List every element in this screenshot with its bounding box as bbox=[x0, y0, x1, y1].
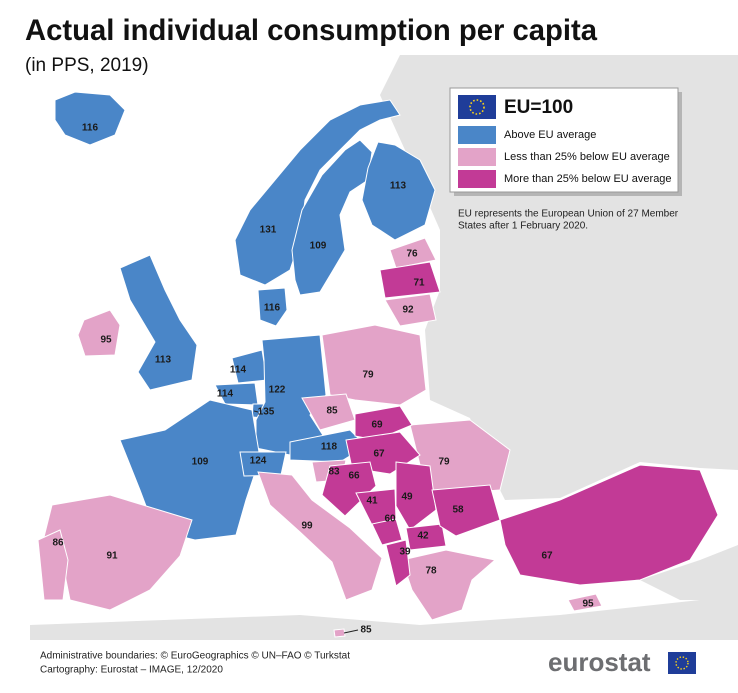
country-value: 91 bbox=[106, 551, 118, 562]
country-value: 60 bbox=[384, 514, 396, 525]
country-value: 122 bbox=[269, 385, 286, 396]
title: Actual individual consumption per capita bbox=[25, 14, 597, 47]
country bbox=[379, 261, 441, 299]
country-value: 135 bbox=[258, 407, 275, 418]
country-value: 78 bbox=[425, 566, 437, 577]
legend: EU=100 Above EU average Less than 25% bel… bbox=[449, 87, 682, 196]
eu-stars bbox=[469, 99, 485, 115]
legend-title: EU=100 bbox=[504, 97, 573, 118]
country-value: 85 bbox=[360, 625, 372, 636]
country-value: 116 bbox=[82, 123, 99, 134]
country bbox=[361, 141, 436, 241]
country-value: 113 bbox=[155, 355, 172, 366]
country-value: 131 bbox=[260, 225, 277, 236]
country bbox=[257, 287, 288, 327]
logo-text: eurostat bbox=[548, 647, 651, 677]
country-value: 95 bbox=[582, 599, 594, 610]
country-value: 66 bbox=[348, 471, 360, 482]
country-value: 114 bbox=[217, 389, 234, 400]
country bbox=[431, 484, 501, 537]
legend-label: Above EU average bbox=[504, 129, 596, 141]
country-value: 109 bbox=[310, 241, 327, 252]
legend-label: Less than 25% below EU average bbox=[504, 151, 670, 163]
country-value: 58 bbox=[452, 505, 464, 516]
country-value: 113 bbox=[390, 181, 407, 192]
country bbox=[384, 293, 437, 327]
country-value: 86 bbox=[52, 538, 64, 549]
country-value: 76 bbox=[406, 249, 418, 260]
country bbox=[389, 237, 437, 269]
land-southeast bbox=[640, 545, 738, 600]
value-labels: 116 131 109 113 116 113 114 114 135 122 109 124 118 7… bbox=[52, 123, 594, 636]
country-value: 69 bbox=[371, 420, 383, 431]
country-value: 92 bbox=[402, 305, 414, 316]
country-value: 39 bbox=[399, 547, 411, 558]
country bbox=[321, 324, 427, 406]
legend-swatch bbox=[458, 148, 496, 166]
country-value: 118 bbox=[321, 442, 338, 453]
country bbox=[37, 529, 69, 601]
subtitle: (in PPS, 2019) bbox=[25, 55, 149, 76]
country bbox=[499, 464, 719, 586]
eu-flag bbox=[458, 95, 496, 119]
country-value: 79 bbox=[362, 370, 374, 381]
country-value: 79 bbox=[438, 457, 450, 468]
country-value: 67 bbox=[373, 449, 385, 460]
countries bbox=[37, 91, 719, 638]
country bbox=[119, 254, 198, 391]
country bbox=[333, 628, 346, 638]
country-value: 95 bbox=[100, 335, 112, 346]
footer-line: Cartography: Eurostat – IMAGE, 12/2020 bbox=[40, 665, 223, 676]
logo-stars bbox=[675, 656, 689, 670]
country bbox=[54, 91, 126, 146]
legend-label: More than 25% below EU average bbox=[504, 173, 672, 185]
legend-swatch bbox=[458, 126, 496, 144]
country bbox=[371, 518, 403, 546]
country bbox=[567, 593, 603, 612]
country-value: 42 bbox=[417, 531, 429, 542]
country-value: 83 bbox=[328, 467, 340, 478]
country-value: 71 bbox=[413, 278, 425, 289]
legend-items: Above EU average Less than 25% below EU a… bbox=[458, 126, 672, 188]
country bbox=[405, 523, 447, 551]
country-value: 99 bbox=[301, 521, 313, 532]
country-value: 85 bbox=[326, 406, 338, 417]
note-line: States after 1 February 2020. bbox=[458, 221, 588, 232]
country-value: 67 bbox=[541, 551, 553, 562]
footer-line: Administrative boundaries: © EuroGeograp… bbox=[40, 651, 350, 662]
country bbox=[395, 461, 437, 531]
country-value: 114 bbox=[230, 365, 247, 376]
logo-flag bbox=[668, 652, 696, 674]
country-value: 116 bbox=[264, 303, 281, 314]
land-south bbox=[30, 590, 738, 640]
legend-swatch bbox=[458, 170, 496, 188]
country bbox=[257, 471, 383, 601]
country-value: 49 bbox=[401, 492, 413, 503]
country bbox=[401, 549, 497, 621]
note-line: EU represents the European Union of 27 M… bbox=[458, 209, 679, 220]
country bbox=[385, 539, 411, 587]
leader-line bbox=[343, 629, 359, 634]
country-value: 41 bbox=[366, 496, 378, 507]
country-value: 124 bbox=[250, 456, 267, 467]
leader-line bbox=[253, 410, 259, 413]
country-value: 109 bbox=[192, 457, 209, 468]
country bbox=[77, 309, 121, 357]
